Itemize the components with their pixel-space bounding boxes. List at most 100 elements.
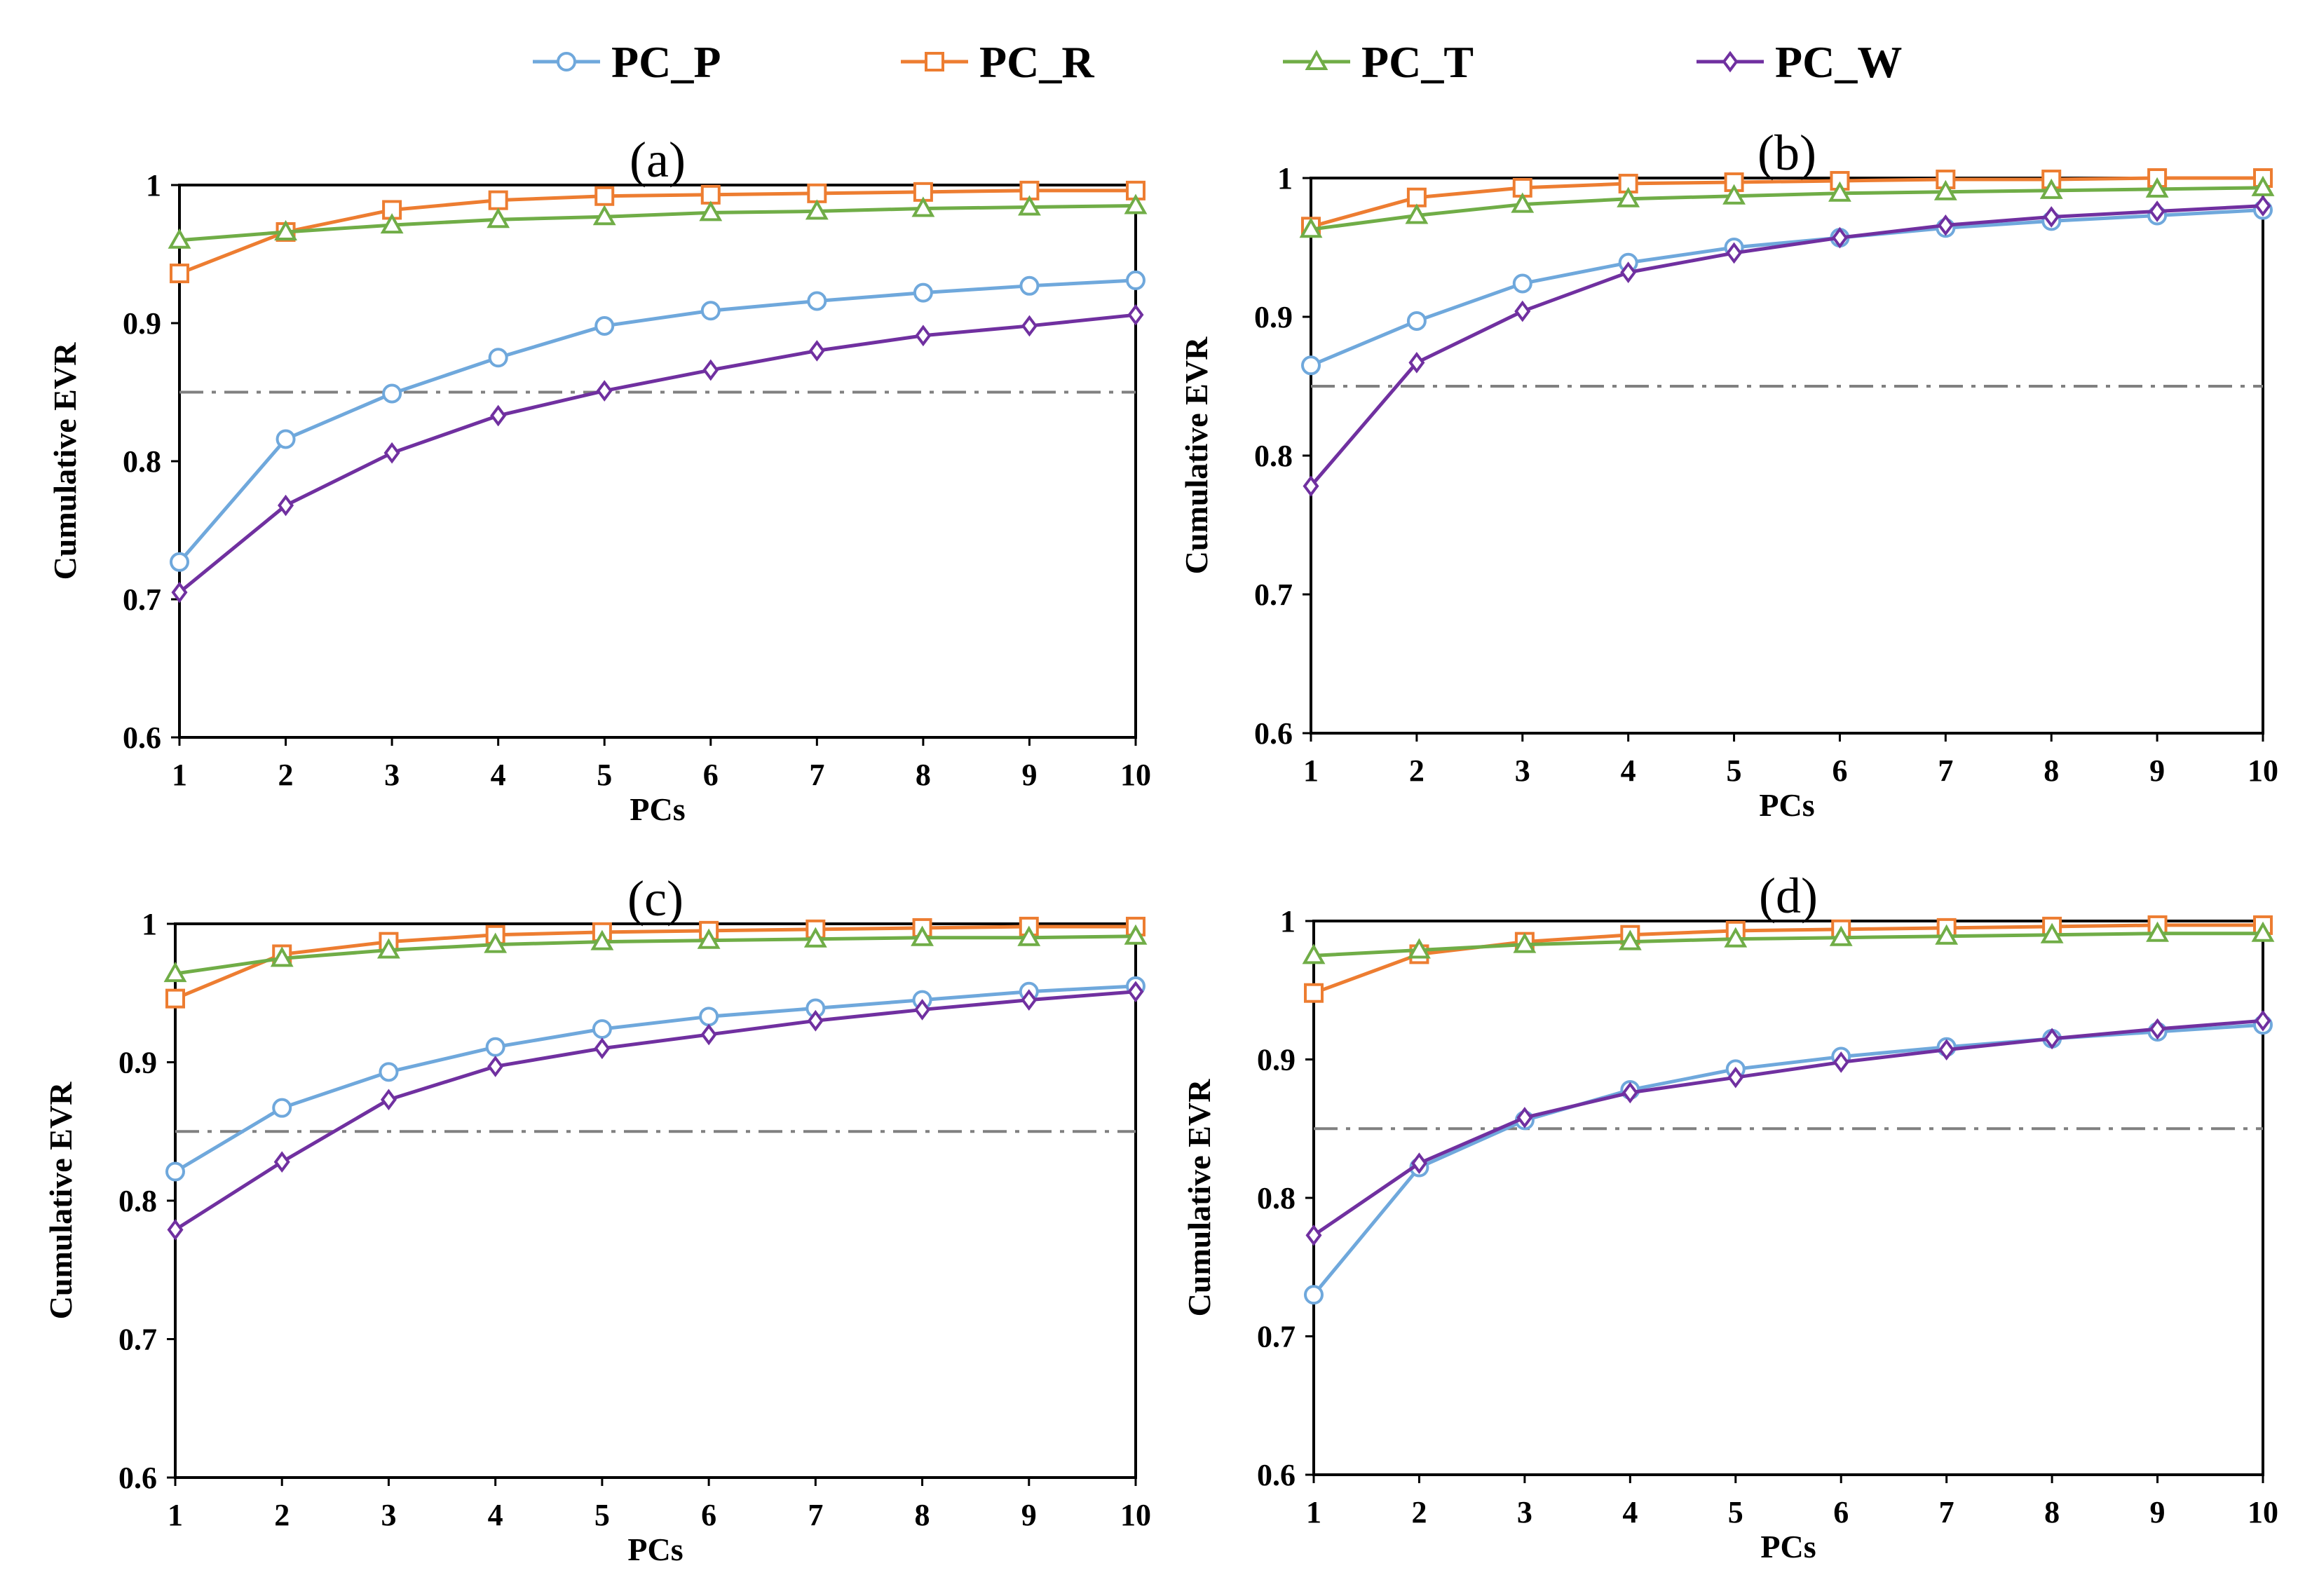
plot-frame bbox=[1312, 920, 2264, 1476]
panel-b: 0.6 0.7 0.8 0.9 1 1 2 3 4 5 6 7 8 9 10 PCs Cumulative EV… bbox=[1178, 125, 2278, 823]
x-tick-label: 7 bbox=[808, 1498, 823, 1532]
data-point bbox=[1021, 989, 1038, 1011]
data-point bbox=[1724, 927, 1748, 948]
y-tick-label: 1 bbox=[146, 168, 161, 203]
panel-c: 0.6 0.7 0.8 0.9 1 1 2 3 4 5 6 7 8 9 10 PCs Cumulative EV… bbox=[43, 871, 1151, 1567]
y-axis-title: Cumulative EVR bbox=[43, 1082, 79, 1319]
data-point bbox=[803, 927, 827, 948]
data-point bbox=[171, 581, 188, 603]
data-point bbox=[2043, 206, 2060, 228]
data-point bbox=[2040, 922, 2064, 943]
data-point bbox=[1019, 275, 1040, 296]
data-point bbox=[1410, 1152, 1427, 1174]
x-tick-label: 6 bbox=[1832, 753, 1847, 788]
data-point bbox=[1405, 203, 1429, 224]
y-tick-label: 0.7 bbox=[118, 1323, 157, 1357]
data-point bbox=[807, 183, 827, 203]
data-point bbox=[594, 186, 615, 206]
x-tick-label: 4 bbox=[1622, 1495, 1638, 1529]
x-tick-label: 6 bbox=[703, 758, 719, 792]
x-axis-title: PCs bbox=[1760, 1529, 1816, 1564]
x-tick-label: 5 bbox=[594, 1498, 610, 1532]
legend-label: PC_R bbox=[979, 37, 1094, 87]
x-tick-label: 10 bbox=[2248, 1495, 2278, 1529]
y-axis-title: Cumulative EVR bbox=[47, 342, 83, 580]
data-point bbox=[1406, 187, 1427, 207]
plot-frame bbox=[174, 922, 1137, 1479]
x-tick-label: 6 bbox=[1833, 1495, 1849, 1529]
data-point bbox=[1938, 1039, 1955, 1061]
x-tick-label: 9 bbox=[1021, 1498, 1037, 1532]
plot-frame bbox=[1310, 177, 2264, 735]
legend-marker bbox=[1305, 49, 1328, 70]
data-point bbox=[272, 1098, 292, 1118]
x-axis-title: PCs bbox=[630, 791, 685, 827]
data-point bbox=[1514, 300, 1531, 322]
x-tick-label: 4 bbox=[1621, 753, 1636, 788]
y-tick-label: 0.8 bbox=[118, 1184, 157, 1218]
data-point bbox=[1828, 181, 1851, 202]
data-point bbox=[1019, 180, 1040, 200]
data-point bbox=[383, 442, 400, 464]
series-pc-r bbox=[1304, 915, 2273, 1003]
data-point bbox=[592, 1019, 612, 1039]
data-point bbox=[1722, 184, 1746, 205]
x-tick-label: 3 bbox=[1517, 1495, 1532, 1529]
data-point bbox=[913, 182, 933, 202]
data-point bbox=[170, 552, 189, 572]
data-point bbox=[697, 928, 721, 949]
data-point bbox=[700, 184, 721, 205]
y-tick-label: 0.9 bbox=[123, 306, 161, 341]
data-point bbox=[2149, 200, 2165, 222]
x-tick-label: 10 bbox=[1120, 758, 1151, 792]
series-line bbox=[1313, 932, 2263, 957]
series-line bbox=[1310, 186, 2264, 231]
data-point bbox=[1933, 179, 1957, 200]
data-point bbox=[1831, 226, 1848, 249]
x-tick-label: 8 bbox=[2044, 1495, 2060, 1529]
data-point bbox=[913, 282, 933, 303]
legend-label: PC_P bbox=[611, 37, 721, 87]
x-tick-label: 2 bbox=[274, 1498, 290, 1532]
data-point bbox=[1408, 352, 1425, 374]
legend-item-pc-r: PC_R bbox=[901, 37, 1094, 87]
data-point bbox=[594, 315, 615, 336]
data-point bbox=[1126, 270, 1145, 290]
data-point bbox=[1833, 1051, 1849, 1073]
series-pc-t bbox=[168, 193, 1148, 249]
x-tick-label: 1 bbox=[1303, 753, 1319, 788]
plot-frame bbox=[178, 184, 1137, 739]
data-point bbox=[2145, 177, 2169, 198]
data-point bbox=[1937, 214, 1954, 236]
data-point bbox=[380, 1089, 397, 1111]
x-tick-label: 4 bbox=[488, 1498, 503, 1532]
series-line bbox=[178, 313, 1136, 594]
series-line bbox=[175, 925, 1136, 1000]
data-point bbox=[167, 1219, 184, 1241]
panel-d: 0.6 0.7 0.8 0.9 1 1 2 3 4 5 6 7 8 9 10 PCs Cumulative EV… bbox=[1181, 868, 2278, 1564]
data-point bbox=[270, 946, 294, 967]
x-tick-label: 3 bbox=[384, 758, 400, 792]
legend-item-pc-p: PC_P bbox=[533, 37, 721, 87]
data-point bbox=[1124, 193, 1148, 214]
data-point bbox=[484, 932, 508, 953]
series-line bbox=[174, 984, 1136, 1173]
legend-marker bbox=[925, 52, 944, 71]
x-tick-label: 6 bbox=[701, 1498, 716, 1532]
data-point bbox=[274, 219, 297, 240]
data-point bbox=[1513, 932, 1537, 953]
data-point bbox=[163, 962, 187, 983]
data-point bbox=[1301, 355, 1321, 376]
data-point bbox=[488, 348, 508, 368]
data-point bbox=[2251, 921, 2275, 942]
series-line bbox=[1312, 1018, 2264, 1237]
data-point bbox=[1299, 217, 1323, 238]
y-tick-label: 0.6 bbox=[118, 1461, 157, 1495]
data-point bbox=[273, 1151, 290, 1173]
series-pc-t bbox=[1299, 175, 2275, 238]
data-point bbox=[594, 1037, 611, 1060]
series-line bbox=[1312, 1023, 2264, 1296]
data-point bbox=[592, 205, 616, 226]
series-line bbox=[178, 278, 1136, 564]
series-pc-p bbox=[1304, 1015, 2273, 1305]
